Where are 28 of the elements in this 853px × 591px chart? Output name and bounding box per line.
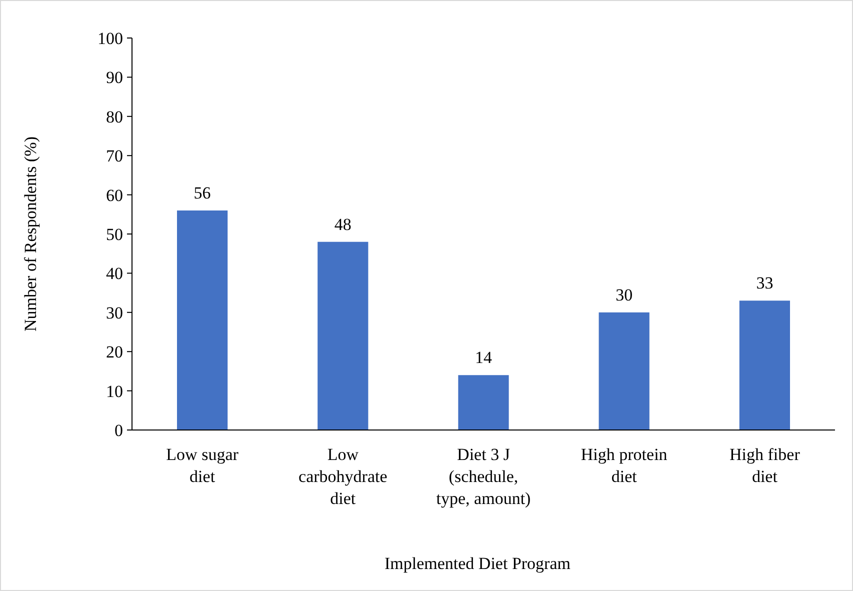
y-tick-label: 20 bbox=[106, 342, 123, 362]
y-tick-label: 30 bbox=[106, 303, 123, 322]
x-tick-label: Diet 3 J (schedule, type, amount) bbox=[436, 445, 531, 508]
bar bbox=[598, 312, 650, 430]
bar bbox=[318, 242, 368, 430]
x-tick-label: High fiber diet bbox=[730, 445, 800, 486]
bar bbox=[176, 210, 228, 430]
y-tick-label: 100 bbox=[98, 28, 123, 48]
x-tick-label: High protein diet bbox=[580, 445, 668, 486]
x-tick-label: Low carbohydrate diet bbox=[298, 445, 388, 508]
y-tick-label: 50 bbox=[106, 224, 123, 244]
y-tick-label: 70 bbox=[106, 146, 123, 166]
y-tick-label: 10 bbox=[106, 382, 123, 401]
y-tick-label: 0 bbox=[114, 420, 123, 440]
y-tick-label: 90 bbox=[106, 68, 123, 88]
bar bbox=[739, 300, 790, 430]
data-label: 48 bbox=[334, 214, 352, 234]
y-axis-title: Number of Respondents (%) bbox=[21, 136, 40, 332]
data-label: 30 bbox=[616, 285, 633, 304]
x-axis-title: Implemented Diet Program bbox=[384, 554, 571, 573]
data-label: 33 bbox=[756, 274, 774, 293]
data-label: 56 bbox=[194, 183, 211, 202]
y-tick-label: 60 bbox=[106, 186, 123, 205]
y-tick-label: 80 bbox=[106, 107, 123, 126]
data-label: 14 bbox=[475, 348, 492, 368]
bar bbox=[458, 375, 509, 430]
x-tick-label: Low sugar diet bbox=[166, 445, 239, 486]
y-tick-label: 40 bbox=[106, 264, 123, 284]
